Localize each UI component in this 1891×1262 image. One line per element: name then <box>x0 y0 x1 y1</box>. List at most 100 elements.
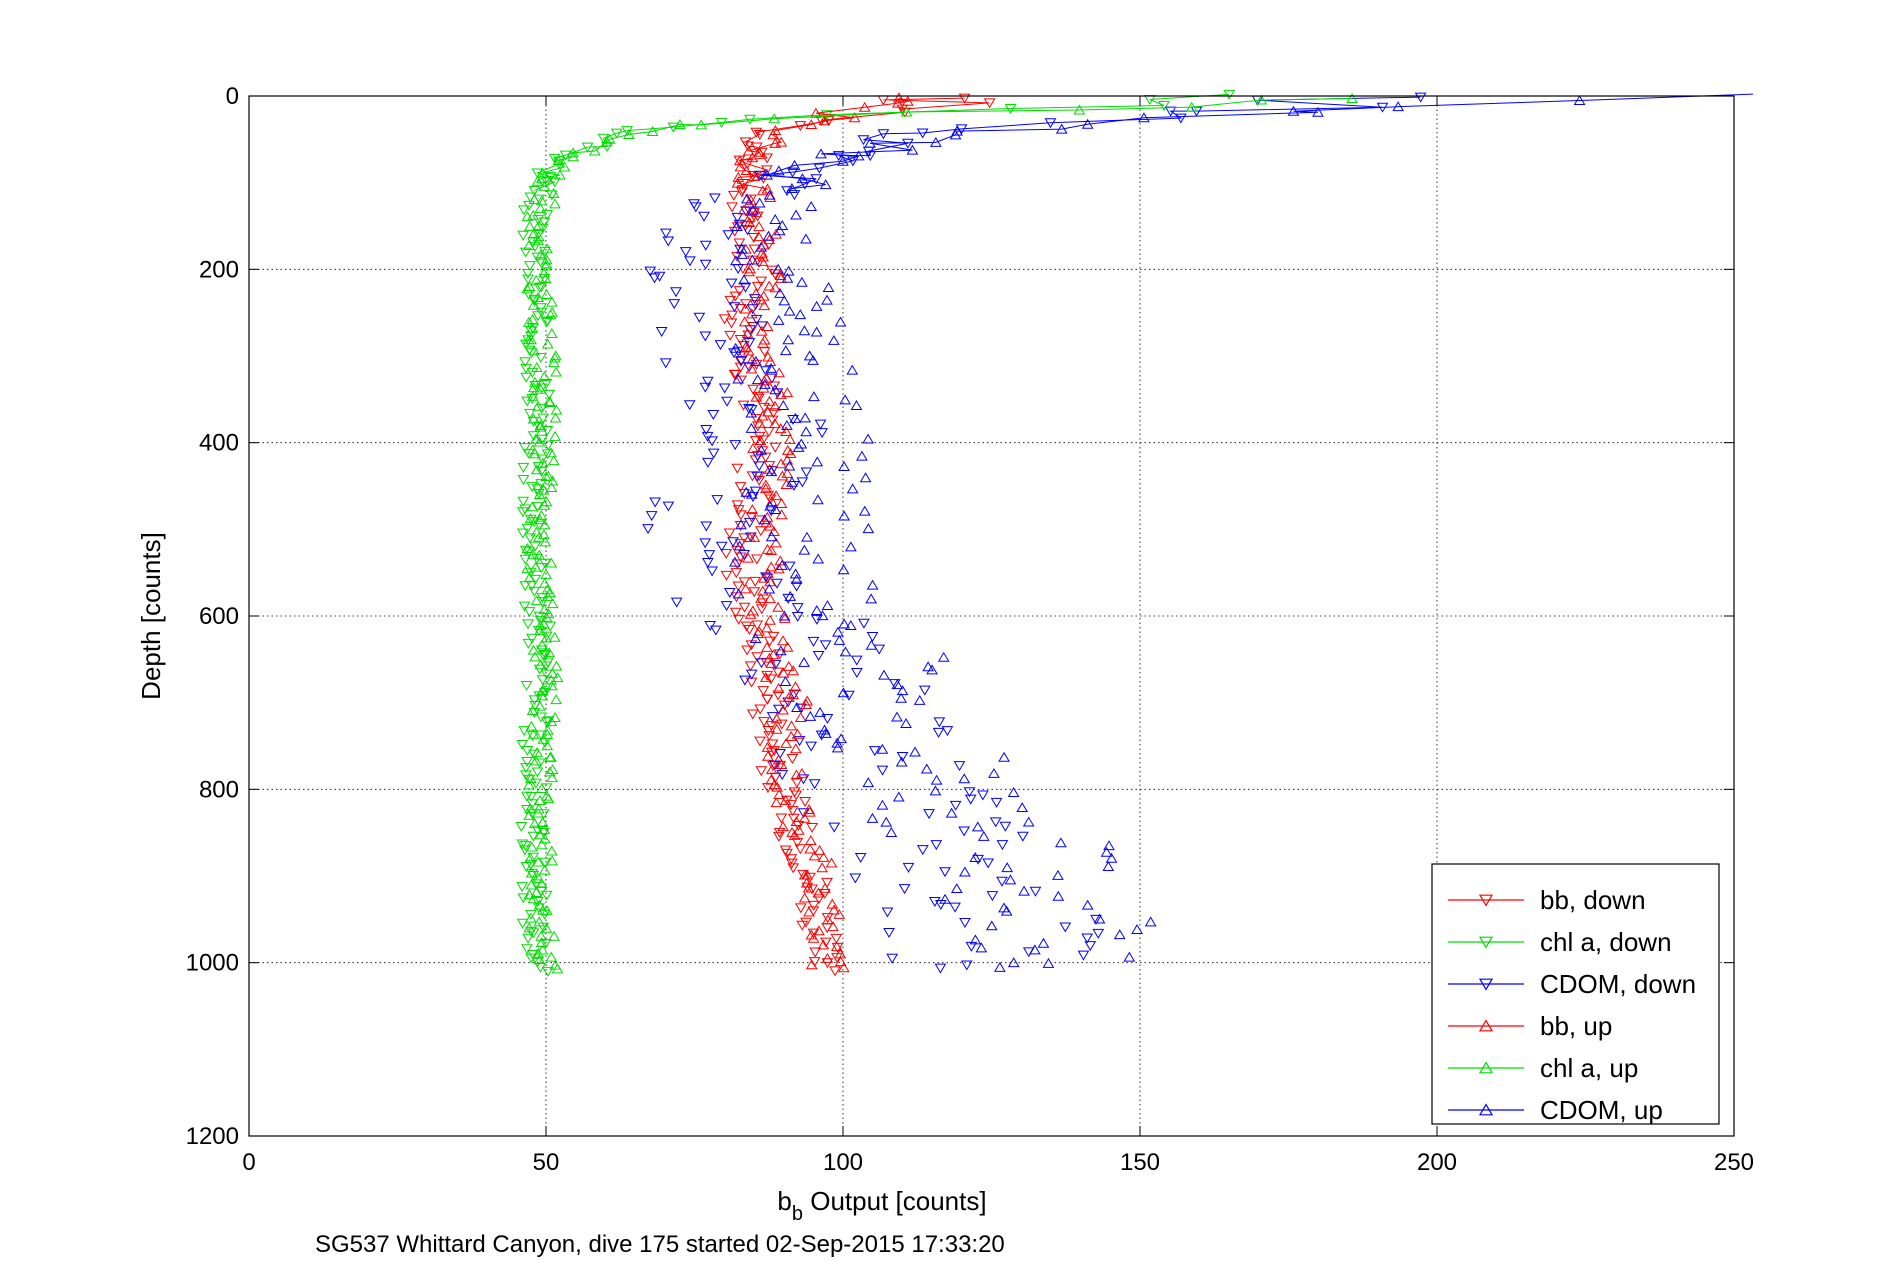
data-point <box>534 420 547 431</box>
data-point <box>772 601 784 612</box>
data-point <box>600 136 613 147</box>
data-point <box>546 772 558 783</box>
data-point <box>857 135 870 146</box>
data-point <box>701 558 714 568</box>
data-point <box>753 461 766 472</box>
data-point <box>926 664 938 675</box>
data-point <box>1113 929 1126 940</box>
data-point <box>535 383 548 394</box>
data-point <box>791 728 804 739</box>
data-point <box>729 607 742 618</box>
data-point <box>755 241 768 252</box>
data-point <box>540 568 552 579</box>
data-point <box>526 704 539 715</box>
data-point <box>849 873 862 884</box>
data-point <box>798 812 811 823</box>
data-point <box>543 647 555 658</box>
data-point <box>813 844 826 855</box>
data-point <box>810 326 823 337</box>
data-point <box>895 756 908 767</box>
data-point <box>830 933 843 944</box>
data-point <box>550 694 563 705</box>
data-point <box>715 541 728 552</box>
data-point <box>738 489 751 500</box>
data-point <box>531 746 543 757</box>
data-point <box>770 228 782 239</box>
data-point <box>745 363 758 374</box>
data-point <box>527 548 539 559</box>
data-point <box>588 145 601 156</box>
data-point <box>535 930 547 941</box>
data-point <box>524 533 537 544</box>
data-point <box>762 230 775 241</box>
data-point <box>526 367 539 378</box>
data-point <box>969 852 982 863</box>
x-tick-label: 100 <box>823 1149 863 1176</box>
data-point <box>934 900 947 910</box>
data-point <box>790 581 803 592</box>
data-point <box>895 692 907 703</box>
data-point <box>772 690 785 701</box>
data-point <box>819 727 832 738</box>
data-point <box>792 824 805 835</box>
data-point <box>527 416 540 427</box>
data-point <box>527 382 540 393</box>
data-point <box>1007 786 1020 797</box>
data-point <box>763 731 776 742</box>
data-point <box>731 212 744 223</box>
data-point <box>763 280 776 291</box>
data-point <box>775 272 787 283</box>
data-point <box>539 260 552 271</box>
data-point <box>727 537 739 548</box>
data-point <box>747 232 760 243</box>
data-point <box>539 536 552 547</box>
data-point <box>754 736 766 747</box>
data-point <box>763 636 776 647</box>
data-point <box>517 474 530 485</box>
data-point <box>732 373 745 384</box>
data-point <box>764 614 776 625</box>
data-point <box>534 202 547 213</box>
data-point <box>732 614 745 625</box>
data-point <box>1144 916 1157 927</box>
data-point <box>828 822 841 833</box>
data-point <box>765 721 778 732</box>
data-point <box>807 354 819 365</box>
data-point <box>865 639 878 650</box>
data-point <box>722 230 735 241</box>
data-point <box>785 730 798 741</box>
data-point <box>839 646 852 657</box>
legend-entry: chl a, up <box>1448 1053 1638 1083</box>
data-point <box>541 728 554 739</box>
data-point <box>714 340 727 351</box>
data-point <box>729 440 742 451</box>
data-point <box>779 345 792 356</box>
data-point <box>646 125 659 136</box>
data-point <box>808 779 821 790</box>
data-point <box>941 726 954 737</box>
data-point <box>526 633 538 644</box>
y-tick-label: 200 <box>199 256 239 283</box>
data-point <box>776 559 788 570</box>
data-point <box>758 402 770 413</box>
data-point <box>784 447 797 458</box>
data-point <box>728 302 741 313</box>
data-point <box>862 777 875 788</box>
data-point <box>813 925 825 936</box>
data-point <box>529 448 542 459</box>
data-point <box>865 593 878 604</box>
data-point <box>759 479 772 490</box>
data-point <box>929 136 942 147</box>
data-point <box>753 221 765 232</box>
data-point <box>747 492 759 503</box>
data-point <box>786 826 798 837</box>
x-tick-label: 150 <box>1120 1149 1160 1176</box>
data-point <box>802 882 815 893</box>
data-point <box>787 665 800 676</box>
data-point <box>517 893 530 904</box>
data-point <box>524 912 537 923</box>
data-point <box>764 593 777 604</box>
data-point <box>707 448 720 459</box>
data-point <box>531 175 544 186</box>
data-point <box>781 272 794 283</box>
